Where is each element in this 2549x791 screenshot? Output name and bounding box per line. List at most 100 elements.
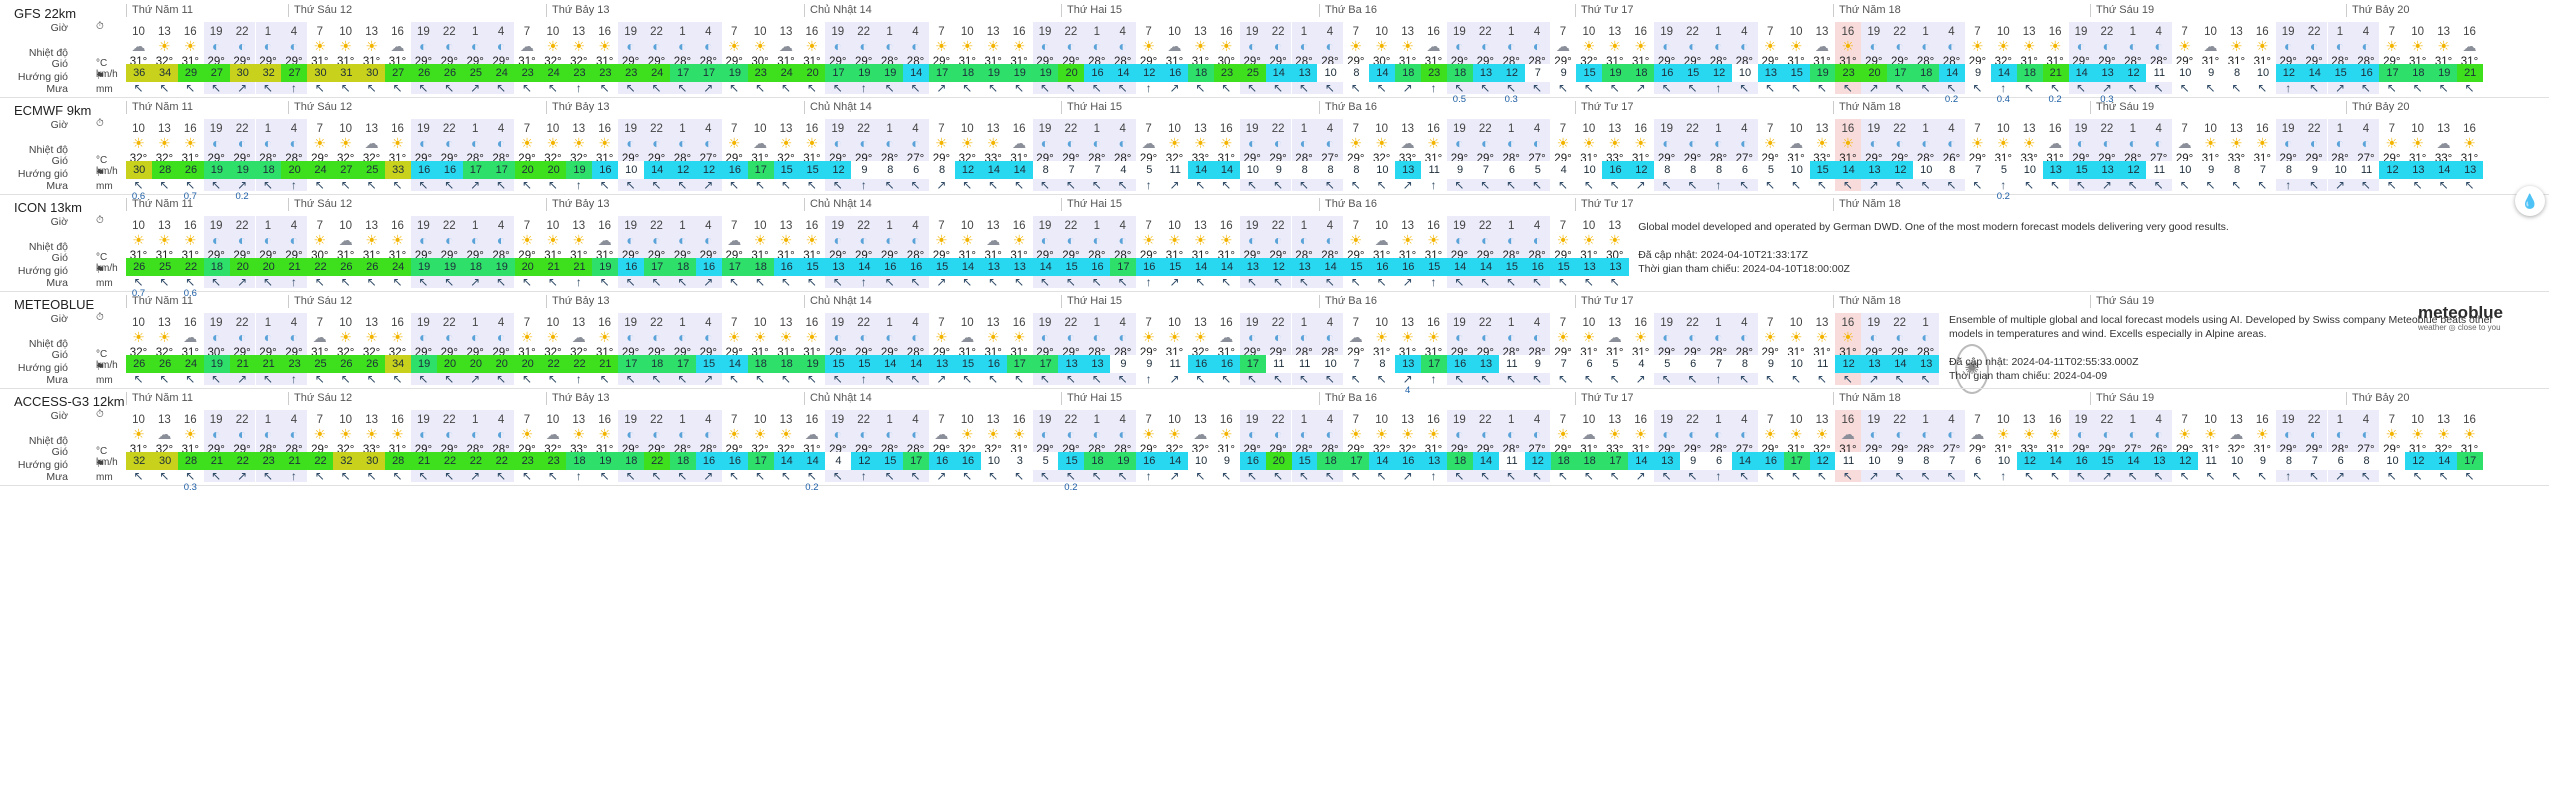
wind-speed-cell: 14 <box>1369 64 1396 82</box>
wind-direction-arrow: ↖ <box>1247 275 1258 289</box>
moon-icon: ◐ <box>237 232 247 248</box>
hour-cell: 4 <box>1533 414 1541 426</box>
hour-cell: 7 <box>730 317 738 329</box>
model-description: Ensemble of multiple global and local fo… <box>1949 314 2493 340</box>
hour-cell: 1 <box>886 414 893 426</box>
hour-cell: 7 <box>938 414 945 426</box>
moon-icon: ◐ <box>911 426 920 442</box>
column-bg <box>1498 410 1525 482</box>
hour-cell: 16 <box>391 414 404 426</box>
column-bg <box>203 313 230 385</box>
column-bg <box>1887 410 1914 482</box>
column-bg <box>1058 216 1085 288</box>
sun-icon: ☀ <box>1997 38 2010 54</box>
flag-icon: ⚑ <box>96 459 105 470</box>
hour-cell: 10 <box>339 317 353 329</box>
hour-label: Giờ <box>50 216 68 228</box>
wind-speed-cell: 6 <box>1964 452 1992 470</box>
wind-speed-cell: 21 <box>203 452 231 470</box>
sun-icon: ☀ <box>1971 135 1984 151</box>
wind-speed-cell: 14 <box>903 64 930 82</box>
wind-speed-cell: 14 <box>903 355 930 373</box>
hour-cell: 16 <box>805 220 819 232</box>
wind-direction-arrow: ↖ <box>910 275 921 289</box>
column-bg <box>462 22 489 94</box>
hour-cell: 4 <box>1741 414 1748 426</box>
wind-speed-cell: 14 <box>1939 64 1966 82</box>
wind-speed-cell: 19 <box>592 258 619 276</box>
wind-direction-arrow: ↖ <box>988 81 999 95</box>
hour-cell: 10 <box>546 414 560 426</box>
hour-cell: 10 <box>1582 220 1596 232</box>
wind-direction-arrow: ↖ <box>1661 178 1672 192</box>
updated-time: Đã cập nhật: 2024-04-11T02:55:33.000Z <box>1949 356 2139 368</box>
sun-icon: ☀ <box>598 329 611 345</box>
wind-speed-cell: 13 <box>1654 452 1681 470</box>
moon-icon: ◐ <box>1325 38 1335 54</box>
wind-speed-cell: 8 <box>928 161 956 179</box>
hour-cell: 22 <box>1271 26 1285 38</box>
sun-icon: ☀ <box>1608 232 1622 248</box>
hour-cell: 22 <box>1478 123 1492 135</box>
hour-cell: 22 <box>235 123 249 135</box>
sun-icon: ☀ <box>1582 38 1596 54</box>
wind-direction-arrow: ↖ <box>1894 469 1905 483</box>
column-bg <box>203 216 230 288</box>
wind-direction-arrow: ↖ <box>910 469 921 483</box>
day-label: Thứ Hai 15 <box>1061 392 1122 405</box>
wind-direction-arrow: ↖ <box>366 81 377 95</box>
hour-cell: 19 <box>2074 414 2088 426</box>
moon-icon: ◐ <box>445 135 454 151</box>
cloud-icon: ☁ <box>779 38 793 54</box>
wind-speed-cell: 18 <box>773 355 800 373</box>
wind-direction-arrow: ↖ <box>1583 372 1594 386</box>
sun-icon: ☀ <box>1789 38 1803 54</box>
hour-label: Giờ <box>50 313 68 325</box>
wind-speed-cell: 17 <box>1110 258 1137 276</box>
wind-speed-cell: 9 <box>2249 452 2277 470</box>
hour-cell: 4 <box>1119 317 1126 329</box>
column-bg <box>851 119 878 191</box>
wind-direction-arrow: ↖ <box>729 372 740 386</box>
hour-cell: 13 <box>572 317 586 329</box>
hour-cell: 1 <box>1507 414 1515 426</box>
day-label: Thứ Ba 16 <box>1319 4 1377 17</box>
wind-speed-cell: 32 <box>255 64 282 82</box>
column-bg <box>644 119 670 191</box>
wind-direction-arrow: ↖ <box>1454 178 1465 192</box>
wind-speed-cell: 10 <box>2327 161 2354 179</box>
hour-cell: 1 <box>471 317 479 329</box>
wind-direction-arrow: ↖ <box>1195 178 1206 192</box>
moon-icon: ◐ <box>859 135 868 151</box>
wind-direction-arrow: ↖ <box>1557 178 1569 192</box>
day-label: Thứ Bảy 13 <box>546 198 610 211</box>
rain-toggle-button[interactable]: 💧 <box>2515 186 2545 216</box>
hour-cell: 7 <box>1352 414 1359 426</box>
wind-speed-cell: 9 <box>1887 452 1914 470</box>
column-bg <box>825 216 852 288</box>
wind-direction-arrow: ↖ <box>2412 178 2423 192</box>
wind-speed-cell: 13 <box>1291 258 1318 276</box>
wind-direction-arrow: ↖ <box>418 372 429 386</box>
wind-direction-arrow: ↖ <box>910 178 921 192</box>
rain-unit: mm <box>96 472 113 483</box>
wind-speed-cell: 14 <box>1731 452 1759 470</box>
column-bg <box>1498 313 1525 385</box>
wind-direction-arrow: ↖ <box>1661 372 1672 386</box>
cloud-icon: ☁ <box>338 232 353 248</box>
wind-direction-arrow: ↖ <box>159 81 170 95</box>
wind-direction-arrow: ↖ <box>625 469 636 483</box>
column-bg <box>203 22 230 94</box>
wind-direction-arrow: ↖ <box>1480 372 1491 386</box>
wind-speed-cell: 16 <box>436 161 464 179</box>
rain-unit: mm <box>96 278 113 289</box>
wind-speed-cell: 18 <box>1084 452 1111 470</box>
hour-cell: 10 <box>1996 123 2010 135</box>
wind-speed-cell: 23 <box>566 64 593 82</box>
sun-icon: ☀ <box>391 135 404 151</box>
moon-icon: ◐ <box>1273 135 1283 151</box>
wind-speed-cell: 23 <box>514 452 541 470</box>
wind-speed-cell: 20 <box>229 258 256 276</box>
day-label: Thứ Hai 15 <box>1061 198 1122 211</box>
hour-cell: 1 <box>264 414 272 426</box>
